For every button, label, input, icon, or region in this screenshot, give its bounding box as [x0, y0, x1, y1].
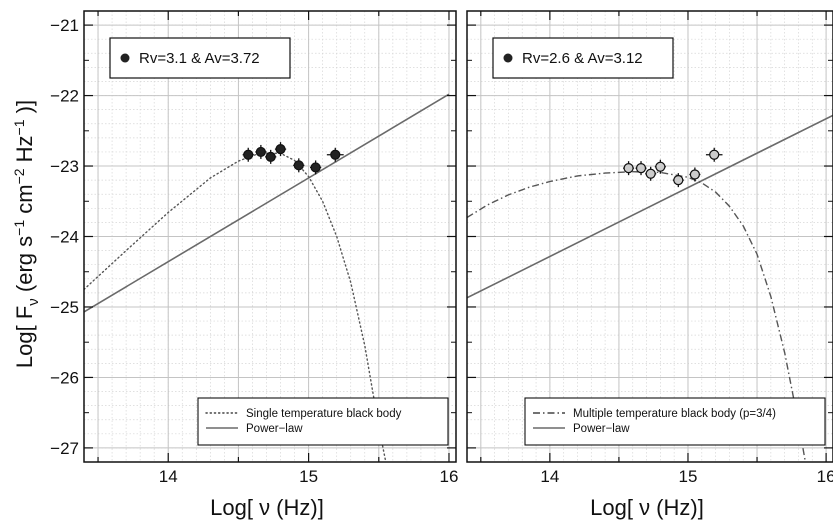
y-tick-label: −25: [50, 298, 79, 317]
y-tick-label: −27: [50, 439, 79, 458]
data-point: [330, 149, 341, 160]
inset-label: Rv=2.6 & Av=3.12: [522, 50, 643, 67]
legend-label: Single temperature black body: [246, 408, 402, 420]
x-tick-label: 14: [159, 467, 178, 486]
data-point: [709, 149, 720, 160]
blackbody-curve: [84, 152, 387, 462]
data-point: [265, 151, 276, 162]
plot-frame: [466, 10, 833, 463]
grid-left: [84, 11, 456, 462]
data-point: [243, 149, 254, 160]
legend-label: Multiple temperature black body (p=3/4): [573, 408, 776, 420]
data-point: [255, 146, 266, 158]
inset-label-box: [109, 37, 291, 79]
legend: [524, 397, 826, 446]
data-point: [623, 163, 634, 174]
data-point: [645, 168, 656, 179]
power-law-line: [467, 114, 833, 299]
inset-label: Rv=3.1 & Av=3.72: [139, 50, 260, 67]
x-tick-label: 14: [540, 467, 559, 486]
inset-marker: [503, 53, 513, 63]
legend-label: Power−law: [246, 423, 303, 435]
data-point: [635, 163, 647, 174]
blackbody-curve: [467, 170, 807, 462]
y-tick-label: −26: [50, 368, 79, 387]
legend: [197, 397, 449, 446]
legend-label: Power−law: [573, 423, 630, 435]
panel-left: 14 15 16 −27 −26 −25 −24 −23 −22 −21 Log[ ν (Hz)] R…: [50, 10, 459, 520]
data-point: [293, 160, 304, 171]
data-point: [275, 144, 286, 155]
grid-right: [467, 11, 833, 462]
y-axis-title: Log[ Fν (erg s−1 cm−2 Hz−1 )]: [11, 100, 42, 368]
data-point: [310, 162, 321, 173]
data-point: [655, 161, 666, 172]
x-tick-label: 16: [440, 467, 459, 486]
inset-marker: [120, 53, 130, 63]
x-axis-title: Log[ ν (Hz)]: [210, 495, 324, 520]
ticks-left: [84, 11, 456, 462]
data-points-right: [623, 147, 723, 188]
x-tick-label: 16: [817, 467, 833, 486]
panel-right: 14 15 16 Log[ ν (Hz)] Rv=2.6 & Av=3.12 Multip…: [466, 10, 833, 520]
plot-frame: [83, 10, 457, 463]
y-tick-label: −23: [50, 157, 79, 176]
x-tick-label: 15: [679, 467, 698, 486]
ticks-right: [467, 11, 833, 462]
data-points-left: [242, 142, 344, 175]
x-tick-label: 15: [299, 467, 318, 486]
y-tick-label: −24: [50, 228, 79, 247]
inset-label-box: [492, 37, 674, 79]
data-point: [673, 175, 684, 186]
x-axis-title: Log[ ν (Hz)]: [590, 495, 704, 520]
data-point: [689, 169, 700, 180]
y-tick-label: −22: [50, 87, 79, 106]
y-tick-label: −21: [50, 16, 79, 35]
power-law-line: [84, 93, 450, 313]
